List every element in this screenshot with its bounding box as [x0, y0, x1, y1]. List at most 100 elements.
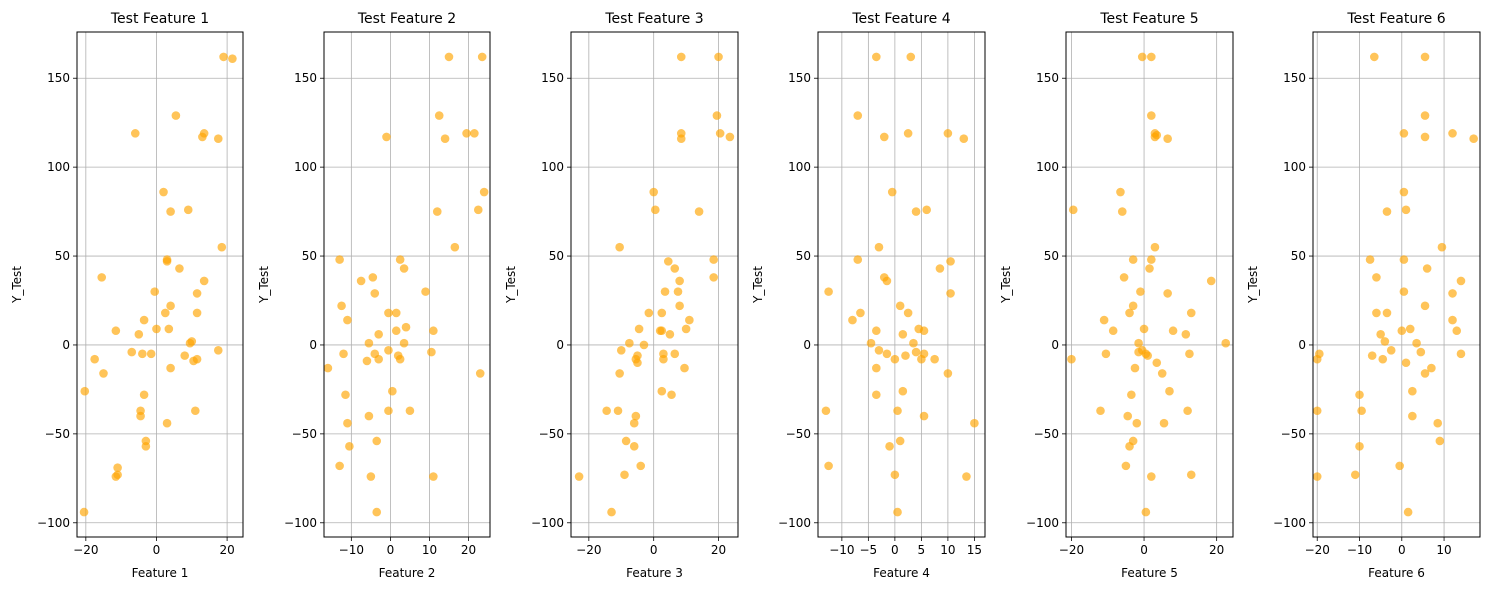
data-point	[962, 472, 971, 481]
data-point	[651, 205, 660, 215]
y-tick-label: 150	[1036, 71, 1059, 85]
y-axis-label: Y_Test	[999, 266, 1013, 304]
data-point	[872, 52, 881, 62]
data-point	[335, 461, 344, 471]
data-point	[391, 308, 401, 318]
data-point	[615, 242, 624, 252]
data-point	[395, 354, 405, 364]
data-point	[1128, 301, 1138, 311]
y-tick-label: −50	[786, 427, 811, 441]
data-point	[1165, 386, 1174, 396]
data-point	[874, 242, 884, 252]
data-point	[911, 347, 921, 357]
data-point	[725, 132, 735, 142]
x-tick-label: −20	[73, 543, 98, 557]
data-point	[1128, 255, 1138, 264]
data-point	[1382, 207, 1392, 216]
data-point	[111, 326, 121, 336]
data-point	[1152, 130, 1162, 140]
data-point	[1181, 329, 1191, 339]
y-tick-label: −100	[531, 516, 564, 530]
data-point	[473, 205, 483, 215]
data-point	[943, 129, 953, 138]
axes-frame	[323, 31, 491, 538]
data-point	[1435, 436, 1445, 446]
y-tick-label: 100	[788, 160, 811, 174]
data-point	[680, 363, 689, 373]
data-point	[625, 338, 634, 348]
chart-title: Test Feature 1	[110, 11, 209, 27]
data-point	[943, 369, 953, 378]
data-point	[1163, 134, 1172, 143]
x-tick-label: 20	[1209, 543, 1224, 557]
data-point	[970, 418, 979, 428]
data-point	[1183, 406, 1192, 416]
data-point	[1367, 351, 1377, 360]
x-tick-label: −20	[1059, 543, 1084, 557]
y-tick-label: 150	[788, 71, 811, 85]
data-point	[1355, 442, 1364, 451]
data-point	[1101, 349, 1111, 359]
data-point	[429, 472, 438, 481]
data-point	[1399, 287, 1409, 296]
chart-title: Test Feature 2	[357, 11, 456, 27]
data-point	[1420, 52, 1430, 62]
y-tick-label: 150	[1283, 71, 1306, 85]
data-point	[1382, 308, 1392, 318]
x-tick-label: −10	[829, 543, 854, 557]
data-point	[616, 345, 626, 355]
data-point	[898, 386, 908, 396]
data-point	[903, 308, 913, 318]
data-point	[134, 329, 144, 339]
data-point	[657, 386, 667, 396]
y-tick-label: 50	[55, 249, 70, 263]
data-point	[1127, 390, 1136, 400]
y-axis-label: Y_Test	[257, 266, 271, 304]
data-point	[434, 111, 444, 120]
data-point	[345, 442, 354, 451]
data-point	[1186, 308, 1196, 318]
data-point	[1145, 264, 1154, 273]
data-point	[1448, 315, 1457, 325]
data-point	[676, 52, 686, 62]
y-tick-label: −100	[37, 516, 70, 530]
data-point	[213, 134, 223, 143]
y-axis-label: Y_Test	[10, 266, 24, 304]
y-axis-label: Y_Test	[1246, 266, 1260, 304]
data-point	[1128, 436, 1138, 446]
data-point	[364, 411, 374, 421]
axes-frame	[1065, 31, 1234, 538]
x-tick-label: 20	[219, 543, 234, 557]
data-point	[1068, 205, 1078, 215]
data-point	[475, 369, 485, 378]
data-point	[1401, 358, 1411, 368]
data-point	[1372, 273, 1381, 282]
data-point	[1139, 324, 1149, 334]
data-point	[1399, 255, 1409, 264]
data-point	[166, 363, 175, 373]
data-point	[715, 129, 725, 138]
x-tick-label: 20	[461, 543, 476, 557]
data-point	[399, 264, 409, 273]
data-point	[1397, 326, 1407, 336]
data-point	[113, 463, 122, 472]
data-point	[1143, 351, 1152, 360]
data-point	[636, 461, 646, 471]
data-point	[1132, 418, 1142, 428]
x-tick-label: 10	[422, 543, 437, 557]
y-tick-label: −50	[45, 427, 70, 441]
data-point	[1422, 264, 1432, 273]
data-point	[903, 129, 913, 138]
data-point	[882, 349, 892, 359]
data-point	[866, 338, 876, 348]
data-point	[893, 406, 902, 416]
x-tick-label: −10	[1347, 543, 1372, 557]
axes-frame	[570, 31, 739, 538]
data-point	[1420, 369, 1430, 378]
x-tick-label: 20	[711, 543, 726, 557]
data-point	[444, 52, 454, 62]
data-point	[97, 273, 107, 282]
x-tick-label: 0	[1398, 543, 1406, 557]
data-point	[183, 205, 193, 215]
